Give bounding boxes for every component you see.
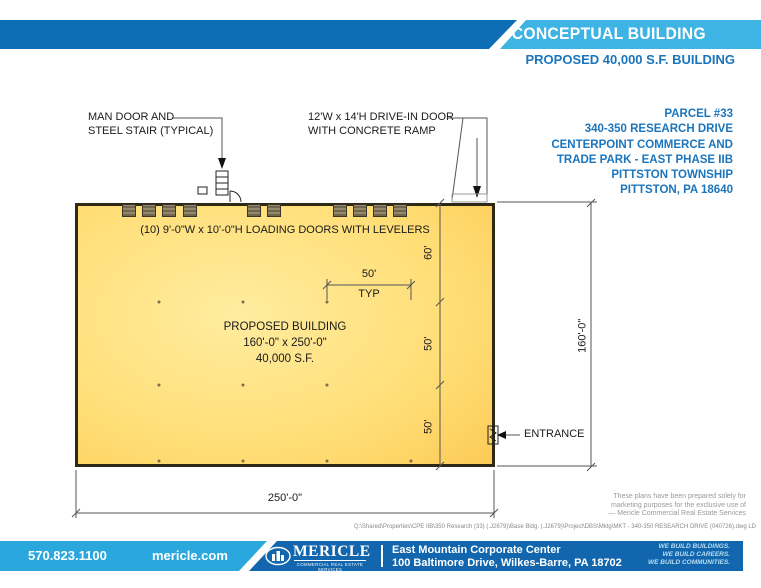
mericle-logo-caption: COMMERCIAL REAL ESTATE SERVICES xyxy=(294,560,366,572)
loading-door xyxy=(142,204,156,217)
building-label: PROPOSED BUILDING 160'-0" x 250'-0" 40,0… xyxy=(223,321,347,365)
typ-dimension-value: 50' xyxy=(361,268,377,280)
loading-door xyxy=(267,204,281,217)
typ-dimension-text: TYP xyxy=(358,288,380,300)
drive-in-arrow-icon xyxy=(473,186,481,198)
loading-door xyxy=(333,204,347,217)
parcel-line: PITTSTON, PA 18640 xyxy=(620,184,733,197)
parcel-line: TRADE PARK - EAST PHASE IIB xyxy=(556,153,733,166)
loading-door xyxy=(353,204,367,217)
bay-dim-50-mid: 50' xyxy=(422,336,435,351)
man-door-arrow-icon xyxy=(218,158,226,169)
loading-door xyxy=(162,204,176,217)
concrete-ramp xyxy=(451,193,488,203)
stair-rungs xyxy=(216,176,228,190)
footer-dark-band xyxy=(249,541,743,571)
parcel-line: CENTERPOINT COMMERCE AND xyxy=(551,138,733,151)
loading-door xyxy=(122,204,136,217)
phone-number: 570.823.1100 xyxy=(28,548,107,563)
footer-divider xyxy=(381,545,383,567)
parcel-info: PARCEL #33 340-350 RESEARCH DRIVE CENTER… xyxy=(551,107,733,199)
loading-door xyxy=(393,204,407,217)
parcel-line: 340-350 RESEARCH DRIVE xyxy=(584,123,733,136)
footer-light-band: 570.823.1100 mericle.com xyxy=(0,541,267,571)
loading-door xyxy=(183,204,197,217)
header-light-band: CONCEPTUAL BUILDING PLAN xyxy=(500,20,761,49)
loading-doors-note: (10) 9'-0"W x 10'-0"H LOADING DOORS WITH… xyxy=(140,224,430,236)
header-dark-band xyxy=(0,20,517,49)
entrance-label: ENTRANCE xyxy=(524,428,585,440)
disclaimer: These plans have been prepared solely fo… xyxy=(608,493,746,517)
page-subtitle: PROPOSED 40,000 S.F. BUILDING xyxy=(525,52,735,67)
bay-dim-50-bottom: 50' xyxy=(422,419,435,434)
footer-address: East Mountain Corporate Center 100 Balti… xyxy=(392,544,622,569)
dim-tick xyxy=(71,508,499,518)
steel-stair-icon xyxy=(215,170,229,196)
building-footprint xyxy=(75,203,495,467)
height-dimension-value: 160'-0" xyxy=(576,318,589,353)
page-title: CONCEPTUAL BUILDING PLAN xyxy=(511,25,706,72)
parcel-line: PITTSTON TOWNSHIP xyxy=(611,169,733,182)
footer-taglines: WE BUILD BUILDINGS. WE BUILD CAREERS. WE… xyxy=(648,543,730,567)
door-swing-arc xyxy=(229,190,242,203)
loading-door xyxy=(373,204,387,217)
width-dimension-value: 250'-0" xyxy=(267,492,303,504)
file-path: Q:\Shared\Properties\CPE IIB\350 Researc… xyxy=(353,524,756,530)
mericle-logo-text: MERICLE xyxy=(293,543,371,560)
entrance-arrow-icon xyxy=(497,431,506,439)
parcel-line: PARCEL #33 xyxy=(664,108,733,120)
man-door-callout: MAN DOOR AND STEEL STAIR (TYPICAL) xyxy=(88,111,214,137)
mericle-logo-icon xyxy=(265,546,291,566)
drive-in-door-callout: 12'W x 14'H DRIVE-IN DOOR WITH CONCRETE … xyxy=(308,111,455,137)
loading-door xyxy=(247,204,261,217)
website: mericle.com xyxy=(152,548,228,563)
man-door-icon xyxy=(197,186,208,195)
bay-dim-60: 60' xyxy=(422,245,435,260)
